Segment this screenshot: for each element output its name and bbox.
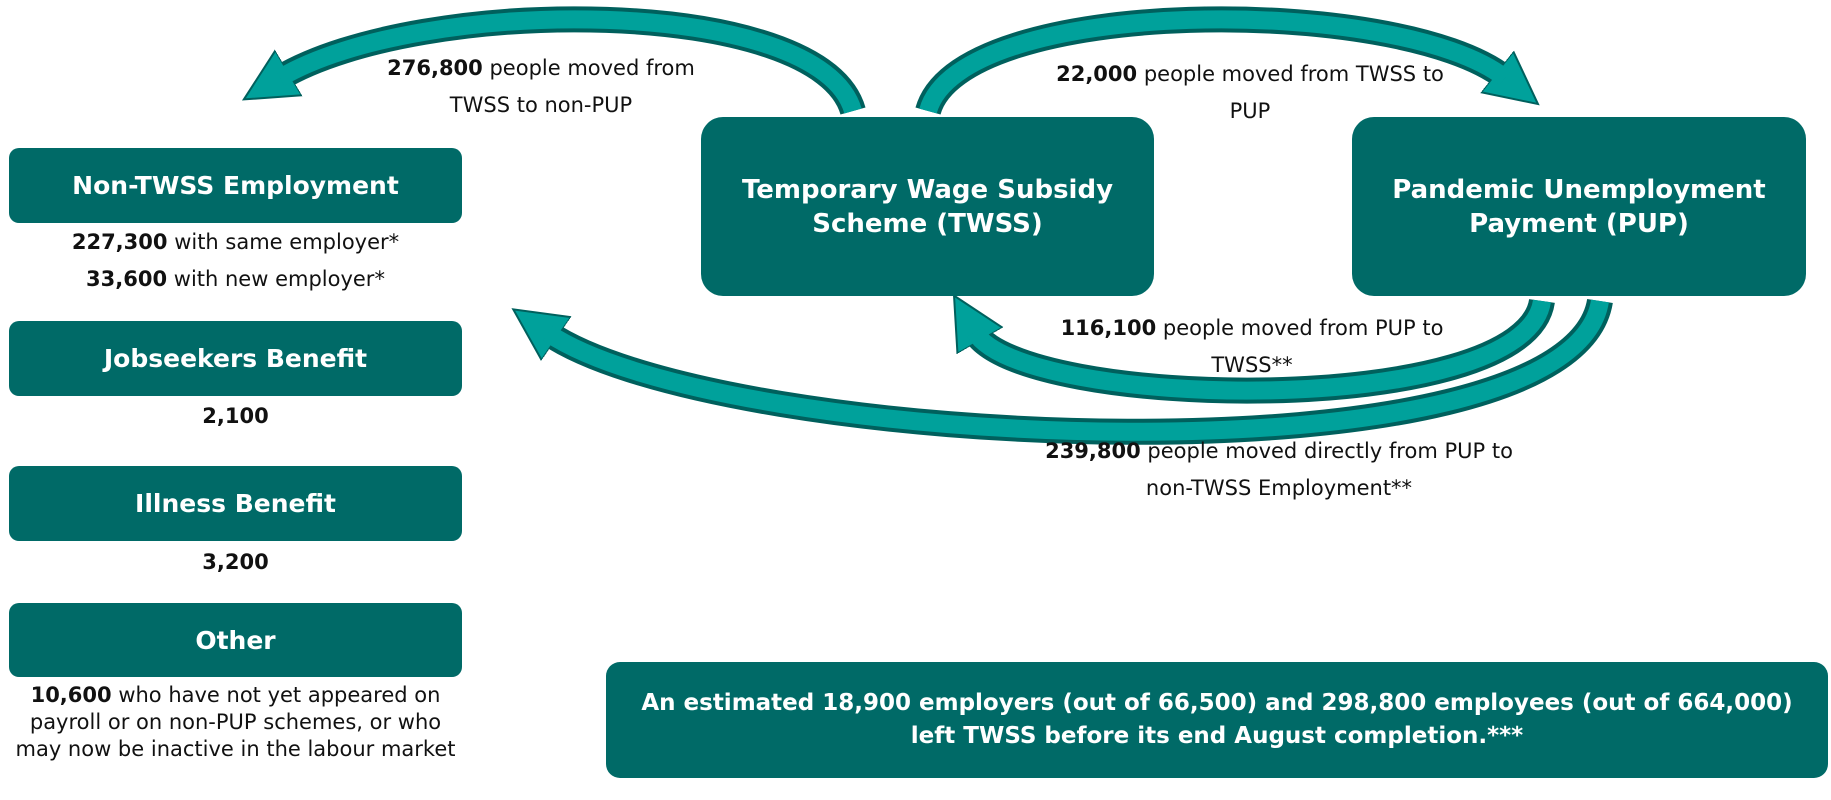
box: Illness Benefit	[9, 466, 462, 541]
text: with new employer*	[173, 267, 385, 291]
flow-label: 22,000 people moved from TWSS to PUP	[1040, 56, 1460, 130]
box: Pandemic Unemployment Payment (PUP)	[1352, 117, 1806, 296]
box: Non-TWSS Employment	[9, 148, 462, 223]
flow-label: 239,800 people moved directly from PUP t…	[1040, 433, 1518, 507]
text: people moved from TWSS to non-PUP	[449, 56, 695, 117]
arrow	[967, 298, 1551, 400]
text: people moved directly from PUP to non-TW…	[1145, 439, 1513, 500]
flow-label: 276,800 people moved from TWSS to non-PU…	[356, 50, 726, 124]
number: 2,100	[202, 404, 269, 428]
number: 116,100	[1060, 316, 1157, 340]
number: 3,200	[202, 550, 269, 574]
flow-label: 116,100 people moved from PUP to TWSS**	[1040, 310, 1464, 384]
summary: An estimated 18,900 employers (out of 66…	[606, 662, 1828, 778]
number: 22,000	[1056, 62, 1138, 86]
box: Jobseekers Benefit	[9, 321, 462, 396]
number: 239,800	[1045, 439, 1141, 463]
text: people moved from TWSS to PUP	[1143, 62, 1444, 123]
number: 10,600	[30, 683, 112, 707]
arrow	[919, 10, 1511, 115]
detail: 227,300 with same employer* 33,600 with …	[9, 224, 462, 298]
box: Temporary Wage Subsidy Scheme (TWSS)	[701, 117, 1154, 296]
text: who have not yet appeared on payroll or …	[15, 683, 456, 761]
detail: 10,600 who have not yet appeared on payr…	[9, 682, 462, 763]
number: 227,300	[71, 230, 168, 254]
number: 276,800	[387, 56, 483, 80]
arrow	[542, 299, 1609, 441]
arrow	[275, 10, 862, 115]
box: Other	[9, 603, 462, 677]
text: people moved from PUP to TWSS**	[1162, 316, 1444, 377]
text: with same employer*	[174, 230, 400, 254]
number: 33,600	[86, 267, 168, 291]
